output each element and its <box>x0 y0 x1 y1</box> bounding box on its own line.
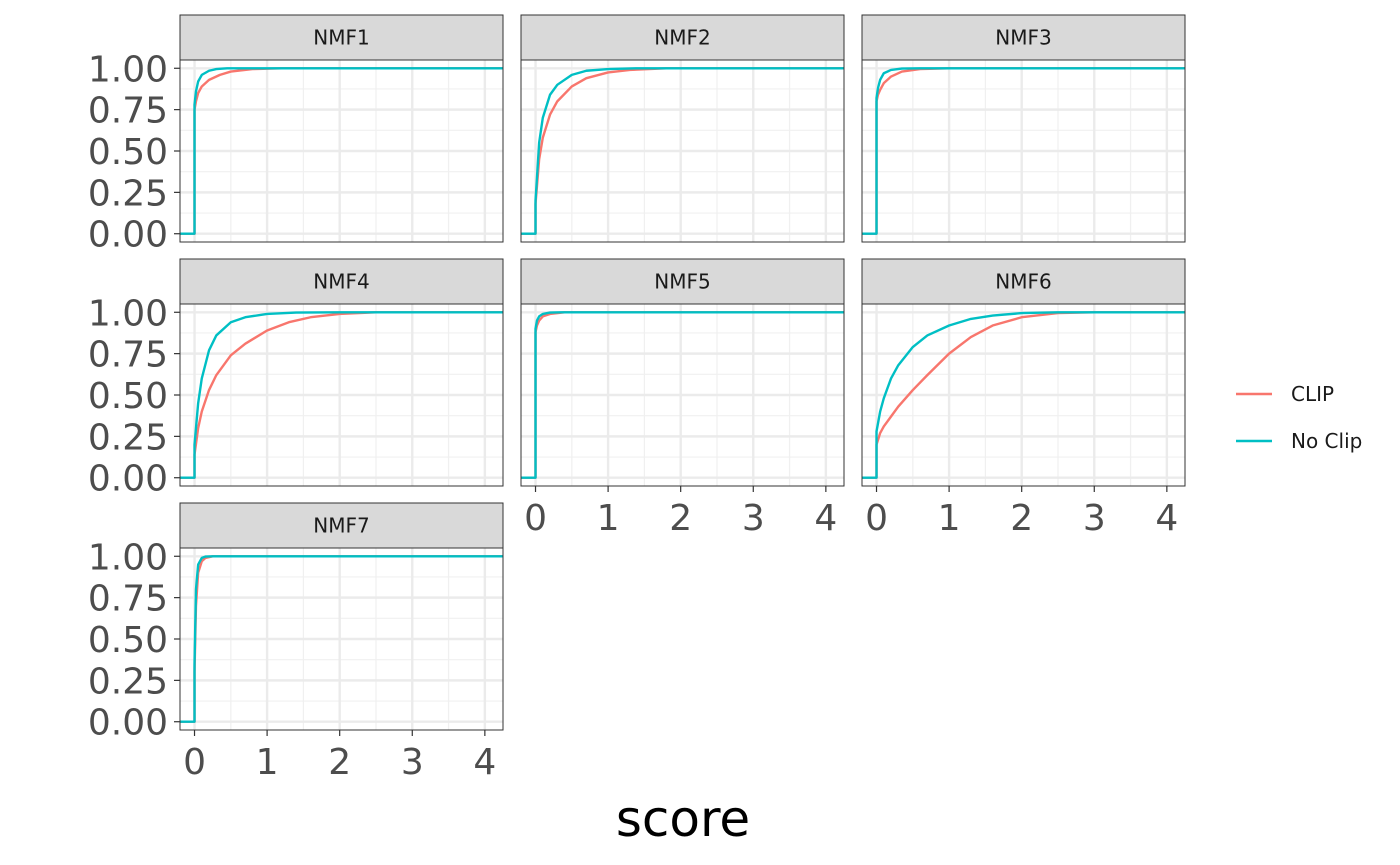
facet-panel-nmf7: NMF7 0.000.250.500.751.00 0 1 2 3 4 <box>88 502 504 783</box>
facet-strip <box>179 502 504 549</box>
series-line-clip <box>862 311 1185 479</box>
x-tick-label: 1 <box>597 498 620 539</box>
y-tick-label: 0.25 <box>88 661 168 702</box>
facet-strip-label: NMF1 <box>313 26 369 50</box>
legend-label: No Clip <box>1291 429 1362 453</box>
legend: CLIP No Clip <box>1236 382 1362 453</box>
y-tick-label: 0.00 <box>88 459 168 500</box>
facet-panel-nmf4: NMF4 0.000.250.500.751.00 <box>88 258 504 500</box>
x-tick-label: 1 <box>938 498 961 539</box>
series-line-clip <box>180 311 503 479</box>
facet-strip <box>520 258 845 305</box>
facet-panel-nmf5: NMF5 0 1 2 3 4 <box>520 258 845 539</box>
y-tick-label: 0.50 <box>88 376 168 417</box>
facet-strip-label: NMF7 <box>313 514 369 538</box>
y-tick-label: 0.50 <box>88 132 168 173</box>
facet-strip-label: NMF4 <box>313 270 369 294</box>
x-tick-label: 3 <box>742 498 765 539</box>
y-tick-label: 0.00 <box>88 215 168 256</box>
x-tick-label: 4 <box>814 498 837 539</box>
x-tick-label: 2 <box>328 742 351 783</box>
facet-strip-label: NMF5 <box>654 270 710 294</box>
facet-panel-nmf6: NMF6 0 1 2 3 4 <box>861 258 1186 539</box>
y-tick-label: 0.25 <box>88 417 168 458</box>
legend-item-clip: CLIP <box>1236 382 1334 406</box>
panel-border <box>520 59 845 243</box>
facet-strip-label: NMF6 <box>995 270 1051 294</box>
facet-panel-nmf3: NMF3 <box>861 14 1186 243</box>
x-tick-label: 4 <box>1155 498 1178 539</box>
x-tick-label: 0 <box>524 498 547 539</box>
panel-border <box>520 303 845 487</box>
y-tick-label: 0.75 <box>88 335 168 376</box>
facet-panel-nmf1: NMF1 0.000.250.500.751.00 <box>88 14 504 256</box>
facet-strip <box>861 14 1186 61</box>
facet-strip <box>179 258 504 305</box>
y-tick-label: 1.00 <box>88 49 168 90</box>
series-line-no-clip <box>862 67 1185 235</box>
x-tick-label: 1 <box>256 742 279 783</box>
series-line-no-clip <box>862 311 1185 479</box>
facet-strip-label: NMF2 <box>654 26 710 50</box>
facet-strip-label: NMF3 <box>995 26 1051 50</box>
x-tick-label: 3 <box>401 742 424 783</box>
legend-item-no-clip: No Clip <box>1236 429 1362 453</box>
y-tick-label: 0.50 <box>88 620 168 661</box>
x-tick-label: 4 <box>473 742 496 783</box>
x-tick-label: 2 <box>669 498 692 539</box>
y-tick-label: 0.00 <box>88 703 168 744</box>
facet-strip <box>861 258 1186 305</box>
series-line-no-clip <box>180 555 503 723</box>
y-tick-label: 0.25 <box>88 173 168 214</box>
x-tick-label: 0 <box>865 498 888 539</box>
panel-border <box>861 303 1186 487</box>
series-line-no-clip <box>180 67 503 235</box>
panel-border <box>861 59 1186 243</box>
facet-strip <box>179 14 504 61</box>
legend-label: CLIP <box>1291 382 1334 406</box>
series-line-no-clip <box>180 311 503 479</box>
y-tick-label: 0.75 <box>88 579 168 620</box>
y-tick-label: 1.00 <box>88 293 168 334</box>
y-tick-label: 0.75 <box>88 91 168 132</box>
x-tick-label: 3 <box>1083 498 1106 539</box>
x-tick-label: 0 <box>183 742 206 783</box>
x-axis-label: score <box>616 790 750 848</box>
series-line-no-clip <box>521 67 844 235</box>
x-tick-label: 2 <box>1010 498 1033 539</box>
y-tick-label: 1.00 <box>88 537 168 578</box>
facet-panel-nmf2: NMF2 <box>520 14 845 243</box>
series-line-no-clip <box>521 311 844 479</box>
